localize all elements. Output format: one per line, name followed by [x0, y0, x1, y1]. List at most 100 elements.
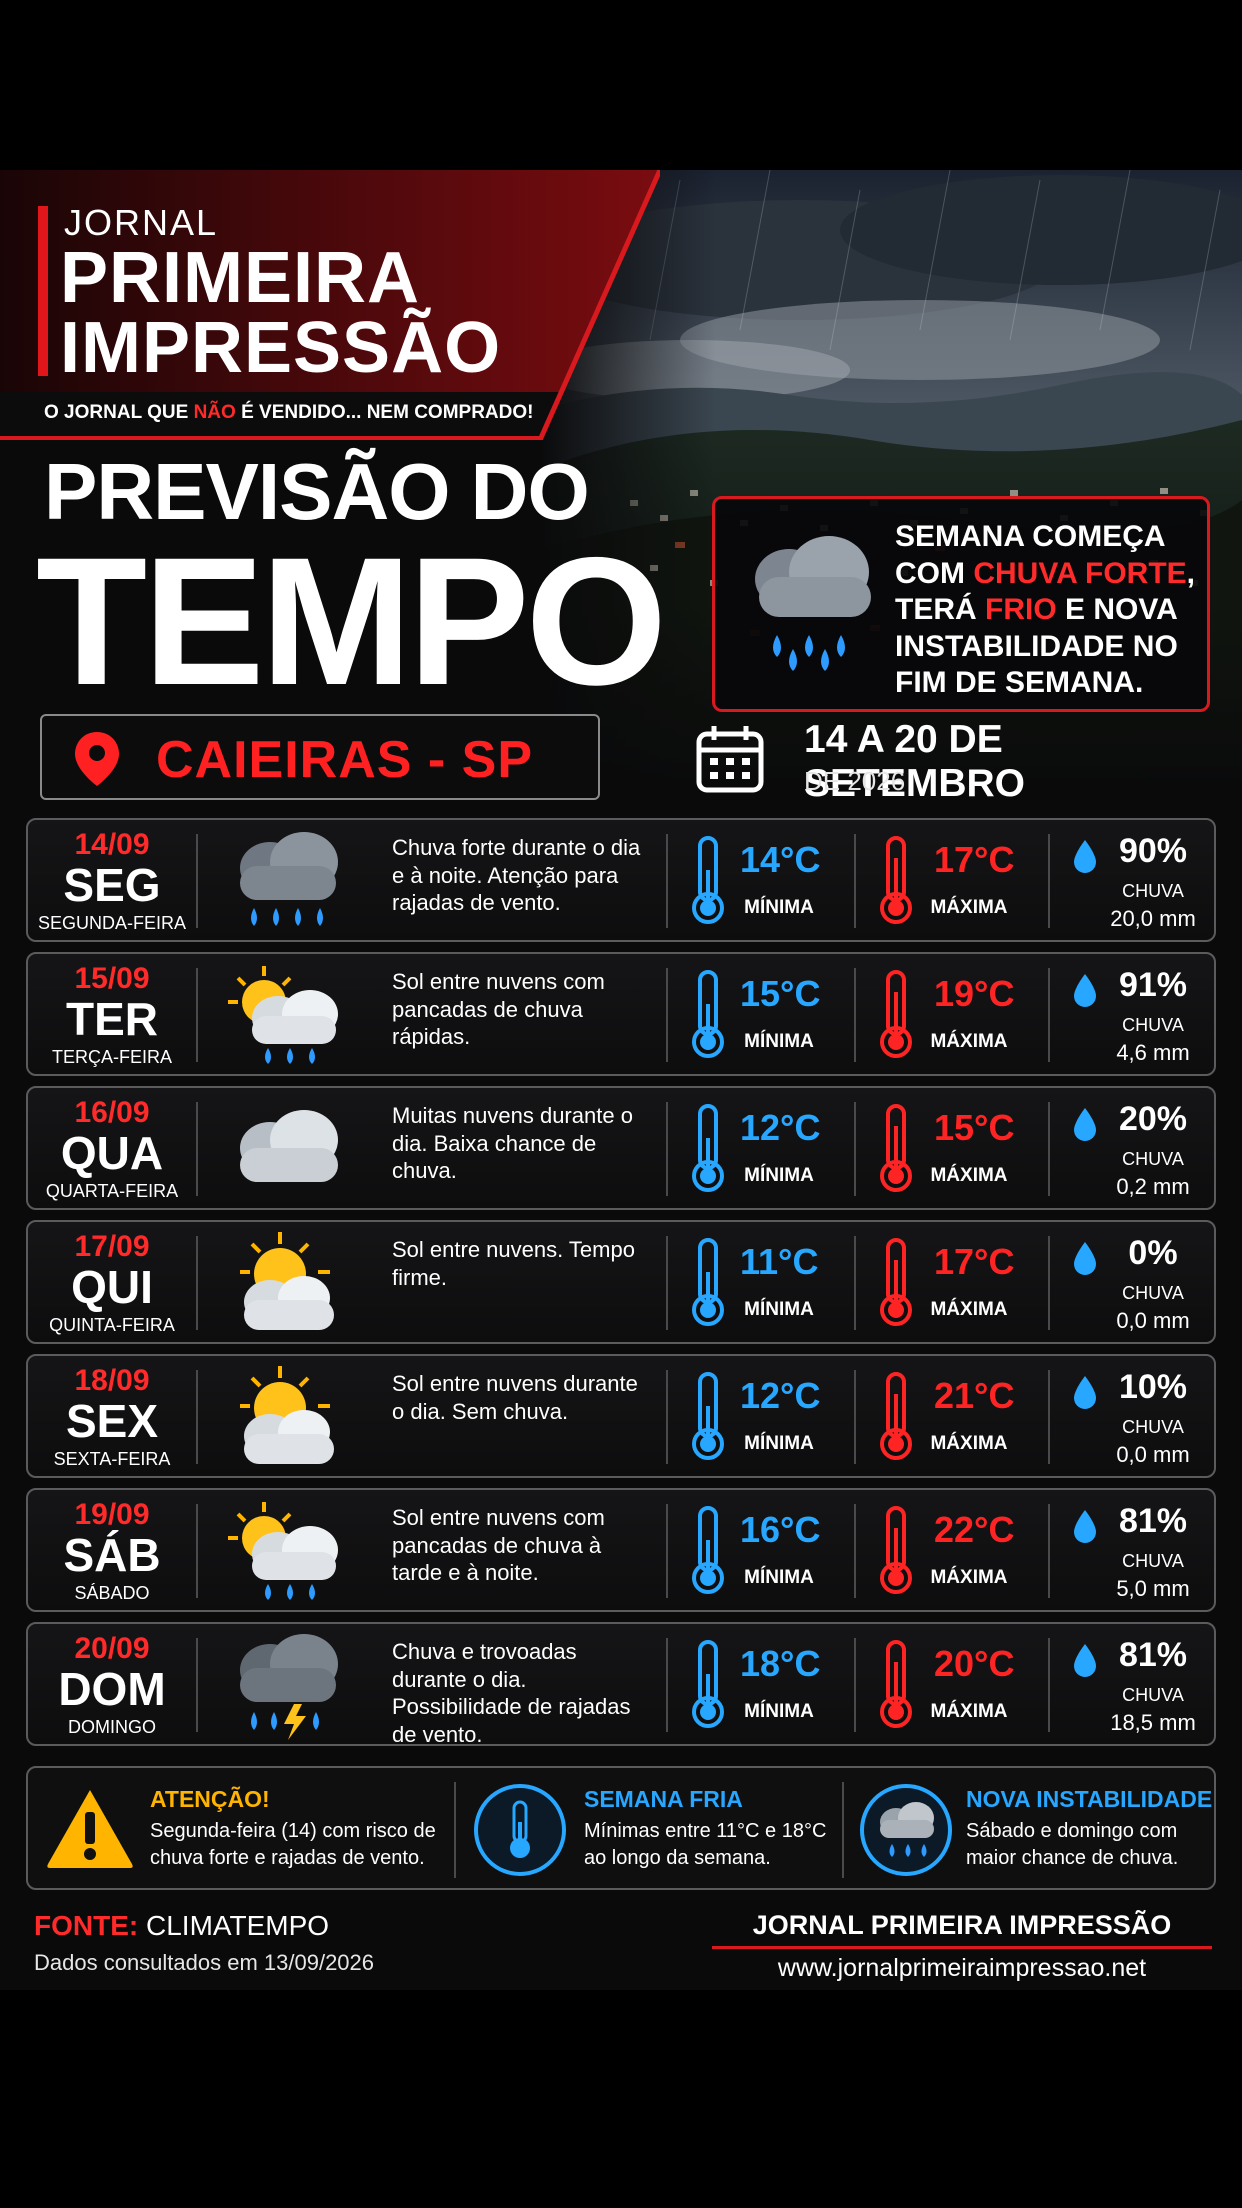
- thermometer-cold-icon: [692, 1640, 724, 1728]
- temp-max: 15°C: [934, 1107, 1015, 1148]
- thermometer-icon: [474, 1784, 566, 1876]
- divider: [196, 834, 198, 928]
- rain-chance: 91%: [1118, 966, 1188, 1004]
- period-year: DE 2026: [804, 766, 906, 796]
- rain-cloud-icon: [860, 1784, 952, 1876]
- masthead-title-line1: PRIMEIRA: [60, 238, 421, 318]
- forecast-row-seg: 14/09 SEG SEGUNDA-FEIRA Chuva forte dura…: [26, 818, 1216, 942]
- thermometer-cold-icon: [692, 836, 724, 924]
- map-pin-icon: [75, 732, 119, 786]
- temp-max: 19°C: [934, 973, 1015, 1014]
- day-description: Sol entre nuvens. Tempo firme.: [392, 1237, 635, 1290]
- masthead-tagline: O JORNAL QUE NÃO É VENDIDO... NEM COMPRA…: [44, 402, 534, 423]
- rain-amount: 4,6 mm: [1116, 1040, 1190, 1065]
- rain-label: CHUVA: [1122, 1685, 1184, 1705]
- divider: [666, 1236, 668, 1330]
- website-link[interactable]: www.jornalprimeiraimpressao.net: [777, 1954, 1147, 1982]
- day-abbr: SEG: [63, 859, 161, 911]
- divider: [1048, 968, 1050, 1062]
- raindrop-icon: [1074, 1644, 1096, 1677]
- divider: [854, 968, 856, 1062]
- footer-brand-underline: [712, 1946, 1212, 1949]
- thunderstorm-icon: [240, 1634, 338, 1740]
- divider: [196, 1102, 198, 1196]
- day-abbr: QUA: [60, 1127, 164, 1179]
- day-description: Sol entre nuvens com pancadas de chuva à…: [392, 1505, 605, 1585]
- rain-label: CHUVA: [1122, 1551, 1184, 1571]
- rain-label: CHUVA: [1122, 1283, 1184, 1303]
- forecast-row-qui: 17/09 QUI QUINTA-FEIRA Sol entre nuvens.…: [26, 1220, 1216, 1344]
- thermometer-hot-icon: [880, 1640, 912, 1728]
- divider: [666, 834, 668, 928]
- divider: [1048, 1504, 1050, 1598]
- divider: [666, 1102, 668, 1196]
- divider: [854, 1370, 856, 1464]
- thermometer-hot-icon: [880, 970, 912, 1058]
- rain-amount: 18,5 mm: [1110, 1710, 1196, 1735]
- divider: [196, 1638, 198, 1732]
- thermometer-cold-icon: [692, 970, 724, 1058]
- temp-min: 18°C: [740, 1643, 821, 1684]
- thermometer-cold-icon: [692, 1238, 724, 1326]
- divider: [842, 1782, 844, 1878]
- masthead-background: [0, 170, 660, 440]
- period-box: 14 A 20 DE SETEMBRO DE 2026: [696, 718, 1216, 808]
- temp-min-label: MÍNIMA: [744, 1701, 814, 1722]
- temp-min: 12°C: [740, 1375, 821, 1416]
- day-abbr: TER: [66, 993, 158, 1045]
- raindrop-icon: [1074, 1242, 1096, 1275]
- day-abbr: QUI: [71, 1261, 153, 1313]
- day-full-name: SEXTA-FEIRA: [53, 1449, 171, 1469]
- day-abbr: SEX: [65, 1395, 159, 1447]
- sun-cloud-rain-icon: [228, 1502, 338, 1600]
- day-full-name: TERÇA-FEIRA: [51, 1047, 172, 1067]
- rain-chance: 81%: [1118, 1502, 1188, 1540]
- raindrop-icon: [1074, 1108, 1096, 1141]
- day-description: Muitas nuvens durante o dia. Baixa chanc…: [392, 1103, 633, 1183]
- temp-min-label: MÍNIMA: [744, 1299, 814, 1320]
- rain-label: CHUVA: [1122, 1149, 1184, 1169]
- temp-max: 17°C: [934, 839, 1015, 880]
- page-title-line2: TEMPO: [36, 519, 667, 723]
- rain-chance: 20%: [1118, 1100, 1188, 1138]
- divider: [454, 1782, 456, 1878]
- divider: [666, 1370, 668, 1464]
- location-name: CAIEIRAS - SP: [156, 731, 534, 789]
- forecast-row-ter: 15/09 TER TERÇA-FEIRA Sol entre nuvens c…: [26, 952, 1216, 1076]
- period-range: 14 A 20 DE SETEMBRO: [804, 718, 1026, 805]
- divider: [1048, 1102, 1050, 1196]
- temp-min-label: MÍNIMA: [744, 1567, 814, 1588]
- sun-cloud-icon: [240, 1366, 334, 1464]
- forecast-row-sex: 18/09 SEX SEXTA-FEIRA Sol entre nuvens d…: [26, 1354, 1216, 1478]
- day-date: 18/09: [74, 1364, 150, 1397]
- masthead-accent-bar: [38, 206, 48, 376]
- rain-label: CHUVA: [1122, 1015, 1184, 1035]
- divider: [1048, 834, 1050, 928]
- rain-amount: 20,0 mm: [1110, 906, 1196, 931]
- divider: [196, 1236, 198, 1330]
- day-abbr: SÁB: [63, 1529, 161, 1581]
- day-date: 15/09: [74, 962, 150, 995]
- note-cold-week: SEMANA FRIA Mínimas entre 11°C e 18°C ao…: [458, 1768, 838, 1892]
- sun-cloud-rain-icon: [228, 966, 338, 1064]
- temp-max-label: MÁXIMA: [930, 1299, 1008, 1320]
- thermometer-hot-icon: [880, 1506, 912, 1594]
- divider: [854, 1102, 856, 1196]
- masthead-small-title: JORNAL: [64, 202, 219, 243]
- day-date: 20/09: [74, 1632, 150, 1665]
- forecast-row-sab: 19/09 SÁB SÁBADO Sol entre nuvens com pa…: [26, 1488, 1216, 1612]
- sun-cloud-icon: [240, 1232, 334, 1330]
- week-highlight-box: SEMANA COMEÇA COM CHUVA FORTE, TERÁ FRIO…: [712, 496, 1210, 712]
- temp-min: 14°C: [740, 839, 821, 880]
- footer-brand: JORNAL PRIMEIRA IMPRESSÃO: [752, 1910, 1172, 1940]
- rain-chance: 10%: [1118, 1368, 1188, 1406]
- temp-max-label: MÁXIMA: [930, 1433, 1008, 1454]
- thermometer-hot-icon: [880, 1104, 912, 1192]
- temp-max-label: MÁXIMA: [930, 1165, 1008, 1186]
- day-full-name: SÁBADO: [74, 1583, 150, 1603]
- day-date: 16/09: [74, 1096, 150, 1129]
- temp-min: 12°C: [740, 1107, 821, 1148]
- divider: [666, 1504, 668, 1598]
- thermometer-cold-icon: [692, 1372, 724, 1460]
- day-description: Chuva e trovoadas durante o dia. Possibi…: [392, 1639, 631, 1747]
